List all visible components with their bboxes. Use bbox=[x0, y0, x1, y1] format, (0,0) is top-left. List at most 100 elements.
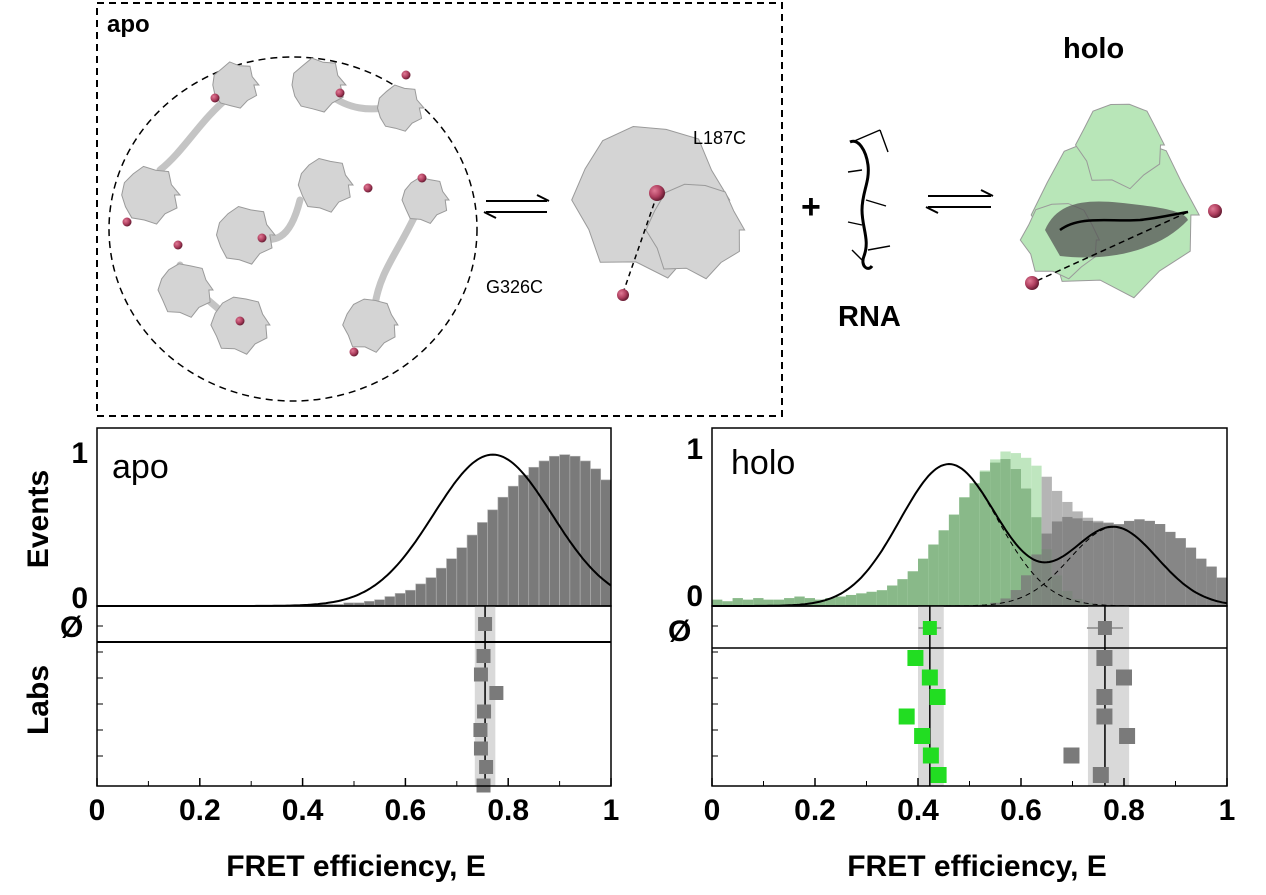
lab-marker bbox=[489, 686, 504, 700]
histogram-bar bbox=[507, 485, 519, 607]
lab-marker-green bbox=[914, 728, 931, 744]
lab-marker-gray bbox=[1092, 767, 1109, 783]
bound-rna bbox=[1059, 210, 1189, 232]
histogram-bar bbox=[497, 496, 509, 607]
fluorophore-bead bbox=[1025, 276, 1039, 290]
rna-strand bbox=[847, 129, 891, 270]
histogram-bar-gray-component bbox=[1051, 521, 1063, 606]
apo-panel-label: apo bbox=[112, 448, 169, 486]
histogram-bar bbox=[425, 577, 437, 607]
histogram-bar-gray-component bbox=[1103, 523, 1114, 606]
x-tick-label: 0.2 bbox=[179, 794, 221, 827]
mean-marker bbox=[922, 621, 937, 635]
x-tick-label: 0.8 bbox=[487, 794, 529, 827]
holo-ytick-1: 1 bbox=[686, 433, 703, 466]
protein-conformation bbox=[210, 296, 271, 355]
histogram-bar-green-component bbox=[804, 598, 815, 606]
histogram-bar-green-component bbox=[990, 462, 1001, 606]
histogram-bar-gray-component bbox=[1113, 524, 1124, 606]
holo-panel-label: holo bbox=[731, 444, 795, 482]
histogram-bar-gray-component bbox=[1041, 533, 1052, 606]
apo-schematic-label: apo bbox=[107, 11, 150, 38]
x-tick-label: 1 bbox=[1219, 794, 1236, 827]
lab-marker-green bbox=[921, 669, 938, 686]
events-axis-label: Events bbox=[22, 470, 55, 568]
apo-ytick-0: 0 bbox=[71, 582, 88, 615]
fluorophore-bead bbox=[335, 88, 345, 98]
histogram-bar bbox=[466, 534, 478, 607]
lab-marker-gray bbox=[1096, 650, 1113, 666]
mean-marker bbox=[1097, 621, 1112, 635]
schematic: apo L187C G326C + RNA bbox=[96, 2, 1222, 417]
histogram-bar-green-component bbox=[918, 558, 929, 606]
histogram-bar-green-component bbox=[876, 590, 888, 606]
histogram-bar-green-component bbox=[1000, 459, 1011, 606]
labs-axis-label: Labs bbox=[22, 665, 55, 735]
histogram-bar-green-component bbox=[959, 497, 970, 606]
apo-ytick-1: 1 bbox=[71, 437, 88, 470]
histogram-bar-gray-component bbox=[1072, 518, 1083, 606]
fluorophore-bead bbox=[401, 70, 411, 80]
histogram-bar bbox=[456, 547, 468, 607]
histogram-bar bbox=[415, 583, 427, 607]
histogram-bar bbox=[579, 460, 591, 607]
fluorophore-bead bbox=[1208, 204, 1222, 218]
plus-sign: + bbox=[801, 188, 821, 226]
apo-mean-symbol: Ø bbox=[60, 611, 83, 644]
histogram-bar bbox=[394, 593, 406, 607]
histogram-bar-green-component bbox=[712, 599, 723, 606]
histogram-bar bbox=[384, 596, 396, 607]
histogram-bar-gray-component bbox=[1206, 566, 1217, 606]
histogram-bar-green-component bbox=[1021, 488, 1032, 606]
protein-linker bbox=[371, 201, 424, 309]
histogram-bar-green-component bbox=[753, 598, 764, 606]
apo-labs-plot bbox=[97, 606, 504, 793]
fluorophore-bead bbox=[363, 183, 373, 193]
histogram-bar-gray-component bbox=[1165, 531, 1176, 606]
holo-panel: holo 1 0 Ø 0 0.2 0.4 0.6 0.8 1 FRET efficienc… bbox=[668, 427, 1236, 883]
histogram-bar-green-component bbox=[722, 601, 733, 606]
histogram-bar-gray-component bbox=[1000, 598, 1011, 606]
histogram-bar-green-component bbox=[938, 530, 949, 606]
histogram-bar-green-component bbox=[794, 596, 805, 606]
histogram-bar-green-component bbox=[979, 471, 991, 606]
lab-marker-green bbox=[898, 708, 915, 725]
lab-marker-green bbox=[930, 767, 947, 783]
lab-marker bbox=[473, 723, 488, 737]
holo-schematic-label: holo bbox=[1063, 33, 1124, 65]
histogram-bar-gray-component bbox=[1216, 577, 1227, 606]
histogram-bar bbox=[374, 599, 386, 607]
mean-marker bbox=[478, 617, 493, 631]
fluorophore-bead bbox=[257, 233, 267, 243]
histogram-bar-gray-component bbox=[1134, 519, 1145, 606]
holo-complex bbox=[1019, 103, 1222, 299]
lab-marker bbox=[477, 704, 492, 719]
histogram-bar bbox=[559, 454, 571, 607]
fluorophore-bead bbox=[122, 217, 132, 227]
histogram-bar-gray-component bbox=[1021, 575, 1032, 606]
x-tick-label: 0 bbox=[704, 794, 721, 827]
histogram-bar bbox=[518, 474, 530, 607]
histogram-bar-gray-component bbox=[1154, 524, 1166, 606]
histogram-bar-green-component bbox=[928, 544, 939, 606]
protein-conformations bbox=[121, 57, 746, 357]
apo-labs-frame bbox=[96, 605, 612, 787]
lab-marker-gray bbox=[1096, 708, 1113, 725]
protein-compact bbox=[645, 183, 746, 280]
lab-marker-green bbox=[922, 747, 939, 764]
histogram-bar-gray-component bbox=[1124, 521, 1135, 606]
x-tick-label: 0.4 bbox=[897, 794, 939, 827]
histogram-bar-green-component bbox=[866, 591, 877, 606]
histogram-bar-green-component bbox=[845, 594, 857, 606]
protein-conformation bbox=[342, 298, 399, 353]
histogram-bar bbox=[569, 455, 581, 607]
lab-marker bbox=[473, 741, 488, 756]
holo-ytick-0: 0 bbox=[686, 580, 703, 613]
holo-labs-plot bbox=[712, 606, 1136, 786]
bound-rna-shadow bbox=[1045, 201, 1188, 258]
holo-protein bbox=[1074, 103, 1166, 190]
histogram-bar-gray-component bbox=[1031, 554, 1042, 606]
histogram-bar-green-component bbox=[742, 599, 754, 606]
x-tick-label: 0 bbox=[89, 794, 106, 827]
